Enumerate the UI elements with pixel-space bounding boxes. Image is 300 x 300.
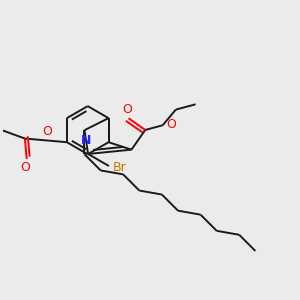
Text: O: O — [43, 125, 52, 138]
Text: Br: Br — [112, 161, 126, 174]
Text: O: O — [166, 118, 176, 131]
Text: O: O — [122, 103, 132, 116]
Text: O: O — [20, 161, 30, 174]
Text: N: N — [81, 134, 91, 147]
